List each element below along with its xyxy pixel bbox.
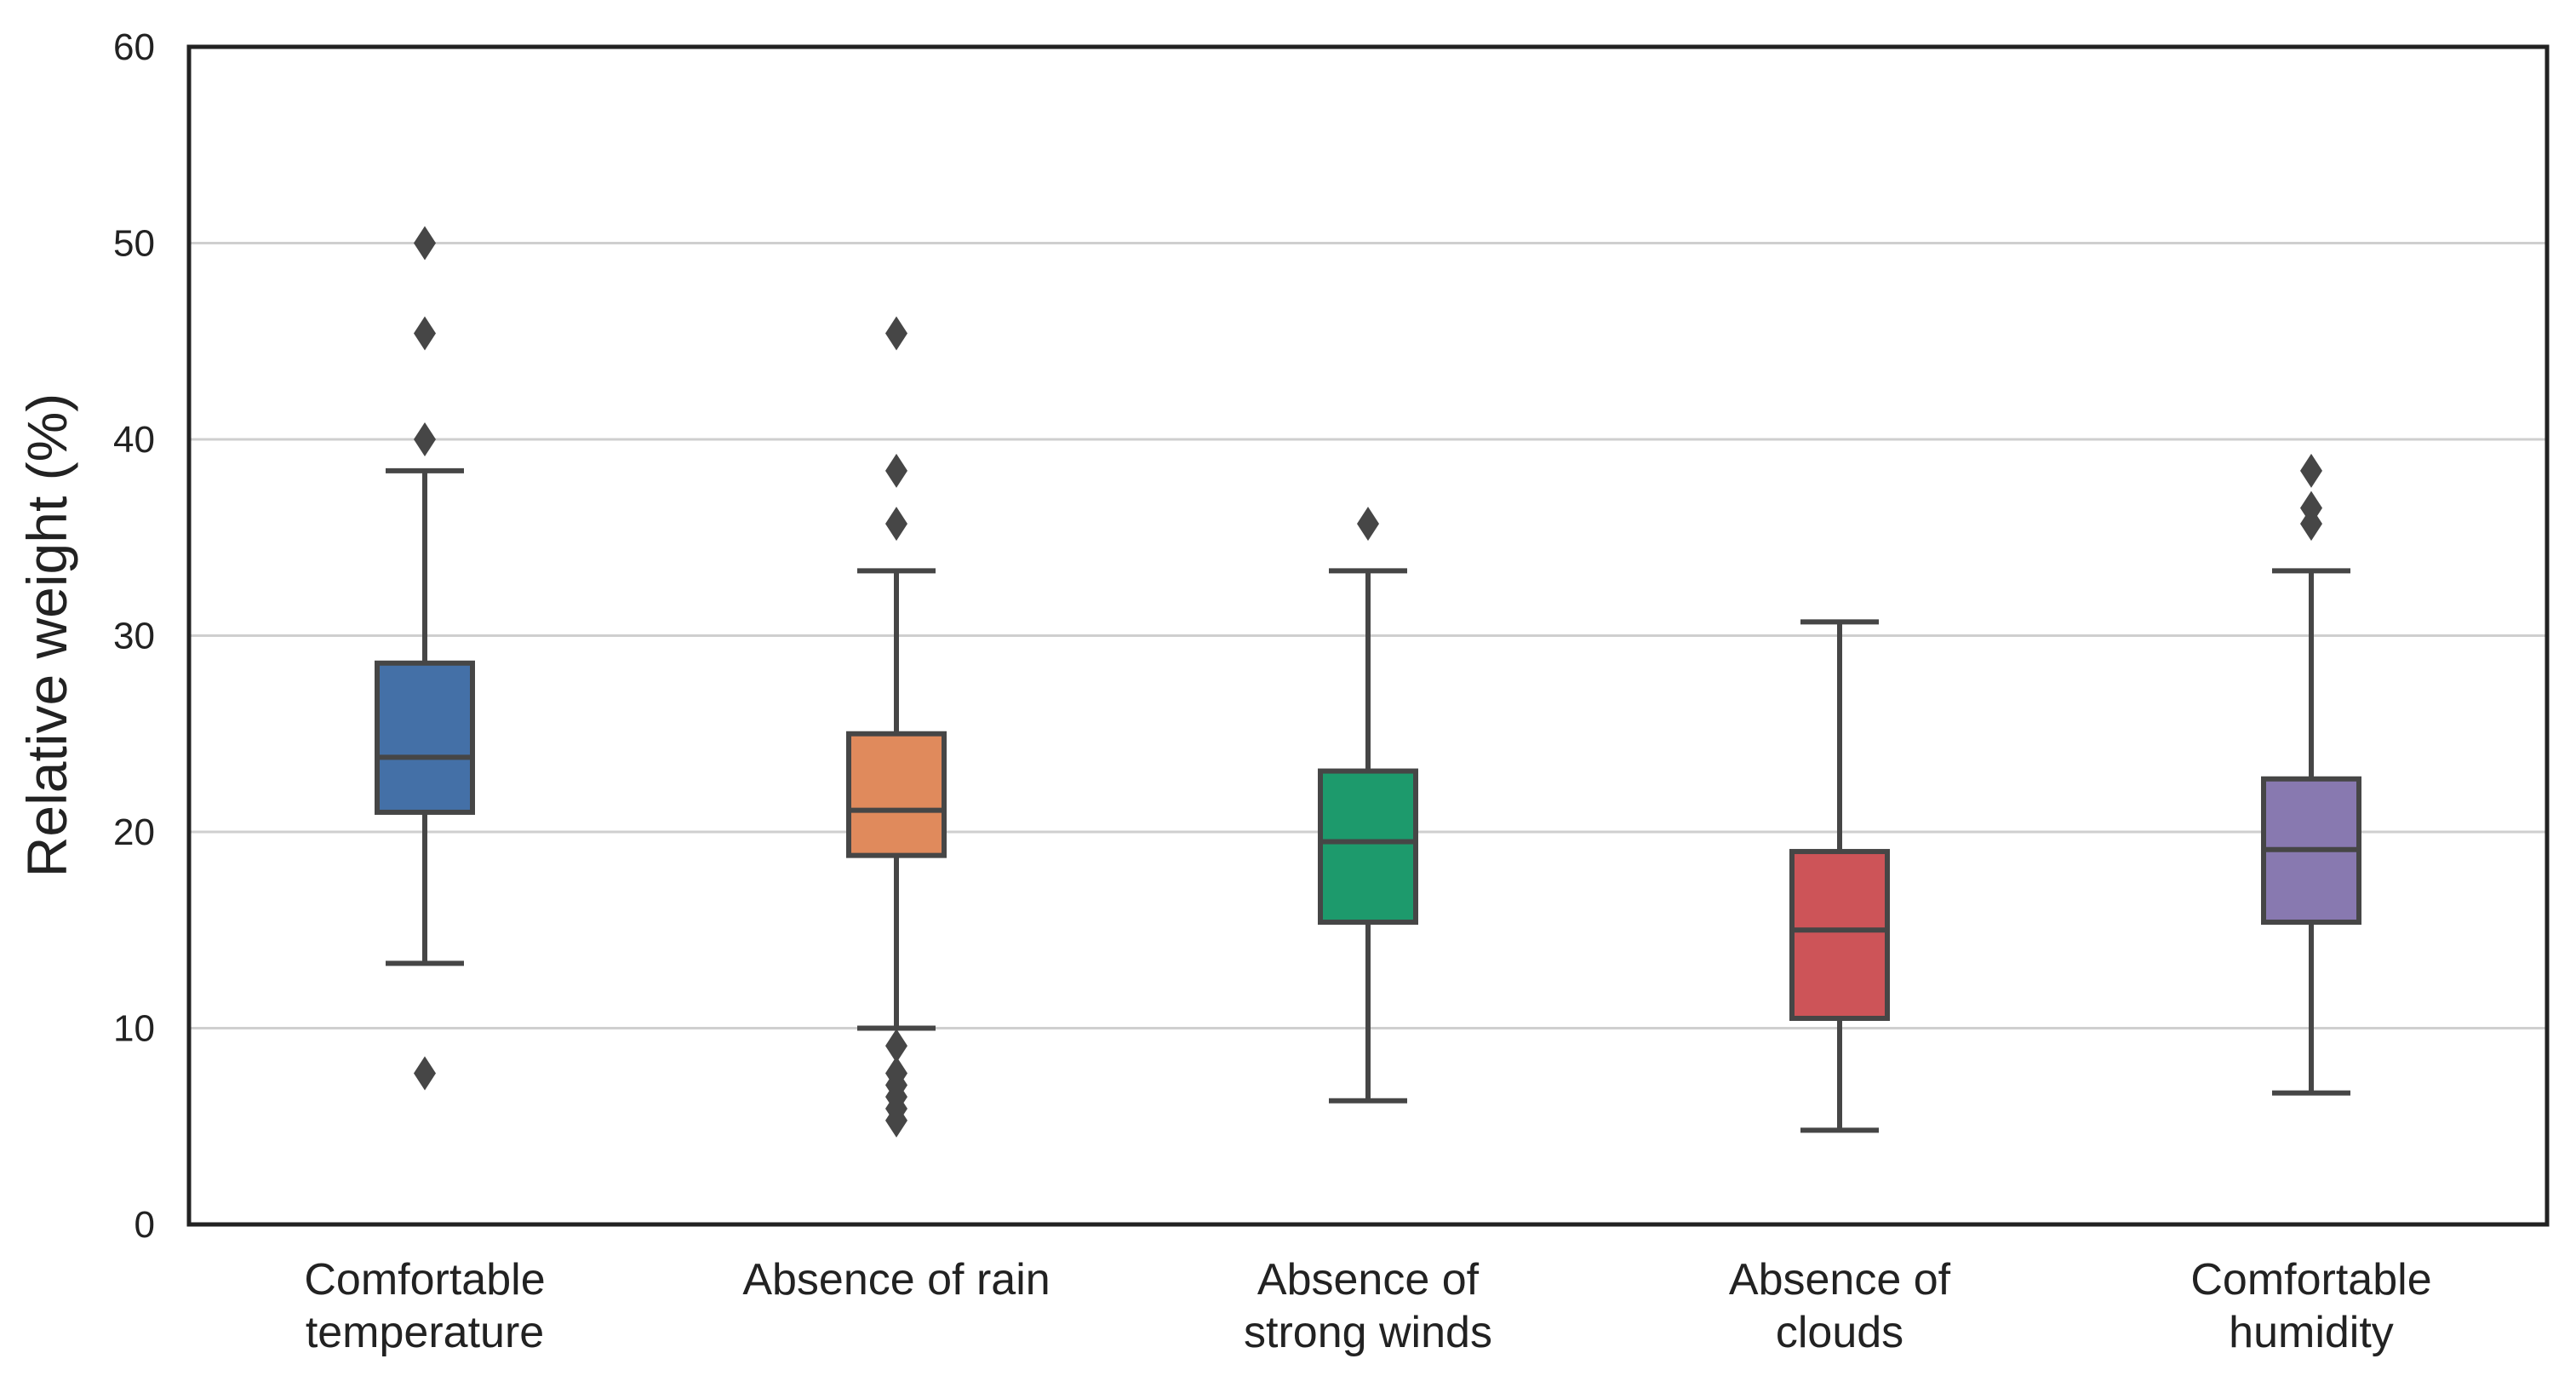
outlier-point (414, 1056, 436, 1091)
outlier-point (885, 1056, 907, 1091)
box-series (375, 226, 2361, 1138)
y-tick-label: 60 (113, 26, 155, 68)
y-tick-label: 40 (113, 419, 155, 461)
y-axis-ticks: 0 10 20 30 40 50 60 (113, 26, 155, 1246)
outlier-point (414, 422, 436, 456)
y-tick-label: 50 (113, 223, 155, 265)
box-group (846, 316, 947, 1138)
outlier-point (2300, 490, 2322, 525)
x-category-label: humidity (2229, 1308, 2394, 1357)
outlier-point (414, 226, 436, 261)
y-tick-label: 20 (113, 811, 155, 853)
outlier-point (885, 507, 907, 542)
outlier-point (885, 1029, 907, 1064)
x-category-label: Comfortable (304, 1255, 545, 1304)
outlier-point (2300, 453, 2322, 488)
plot-frame (186, 44, 2550, 1227)
box-group (2261, 453, 2361, 1096)
box-iqr (846, 731, 947, 858)
box-group (375, 226, 475, 1091)
box-group (1318, 507, 1418, 1104)
outlier-point (885, 316, 907, 351)
y-tick-label: 10 (113, 1008, 155, 1050)
box-group (1789, 619, 1890, 1133)
x-category-label: Absence of (1257, 1255, 1480, 1304)
x-category-label: strong winds (1244, 1308, 1492, 1357)
box-iqr (375, 660, 475, 815)
box-iqr (1789, 849, 1890, 1021)
x-category-label: Absence of (1729, 1255, 1951, 1304)
outlier-point (885, 453, 907, 488)
x-category-label: Comfortable (2190, 1255, 2431, 1304)
box-iqr (1318, 768, 1418, 926)
x-category-label: Absence of rain (742, 1255, 1050, 1304)
y-tick-label: 30 (113, 616, 155, 657)
x-category-label: temperature (306, 1308, 544, 1357)
x-category-label: clouds (1776, 1308, 1903, 1357)
y-tick-label: 0 (135, 1204, 155, 1246)
outlier-point (414, 316, 436, 351)
outlier-point (1357, 507, 1379, 542)
y-axis-title: Relative weight (%) (15, 393, 78, 878)
